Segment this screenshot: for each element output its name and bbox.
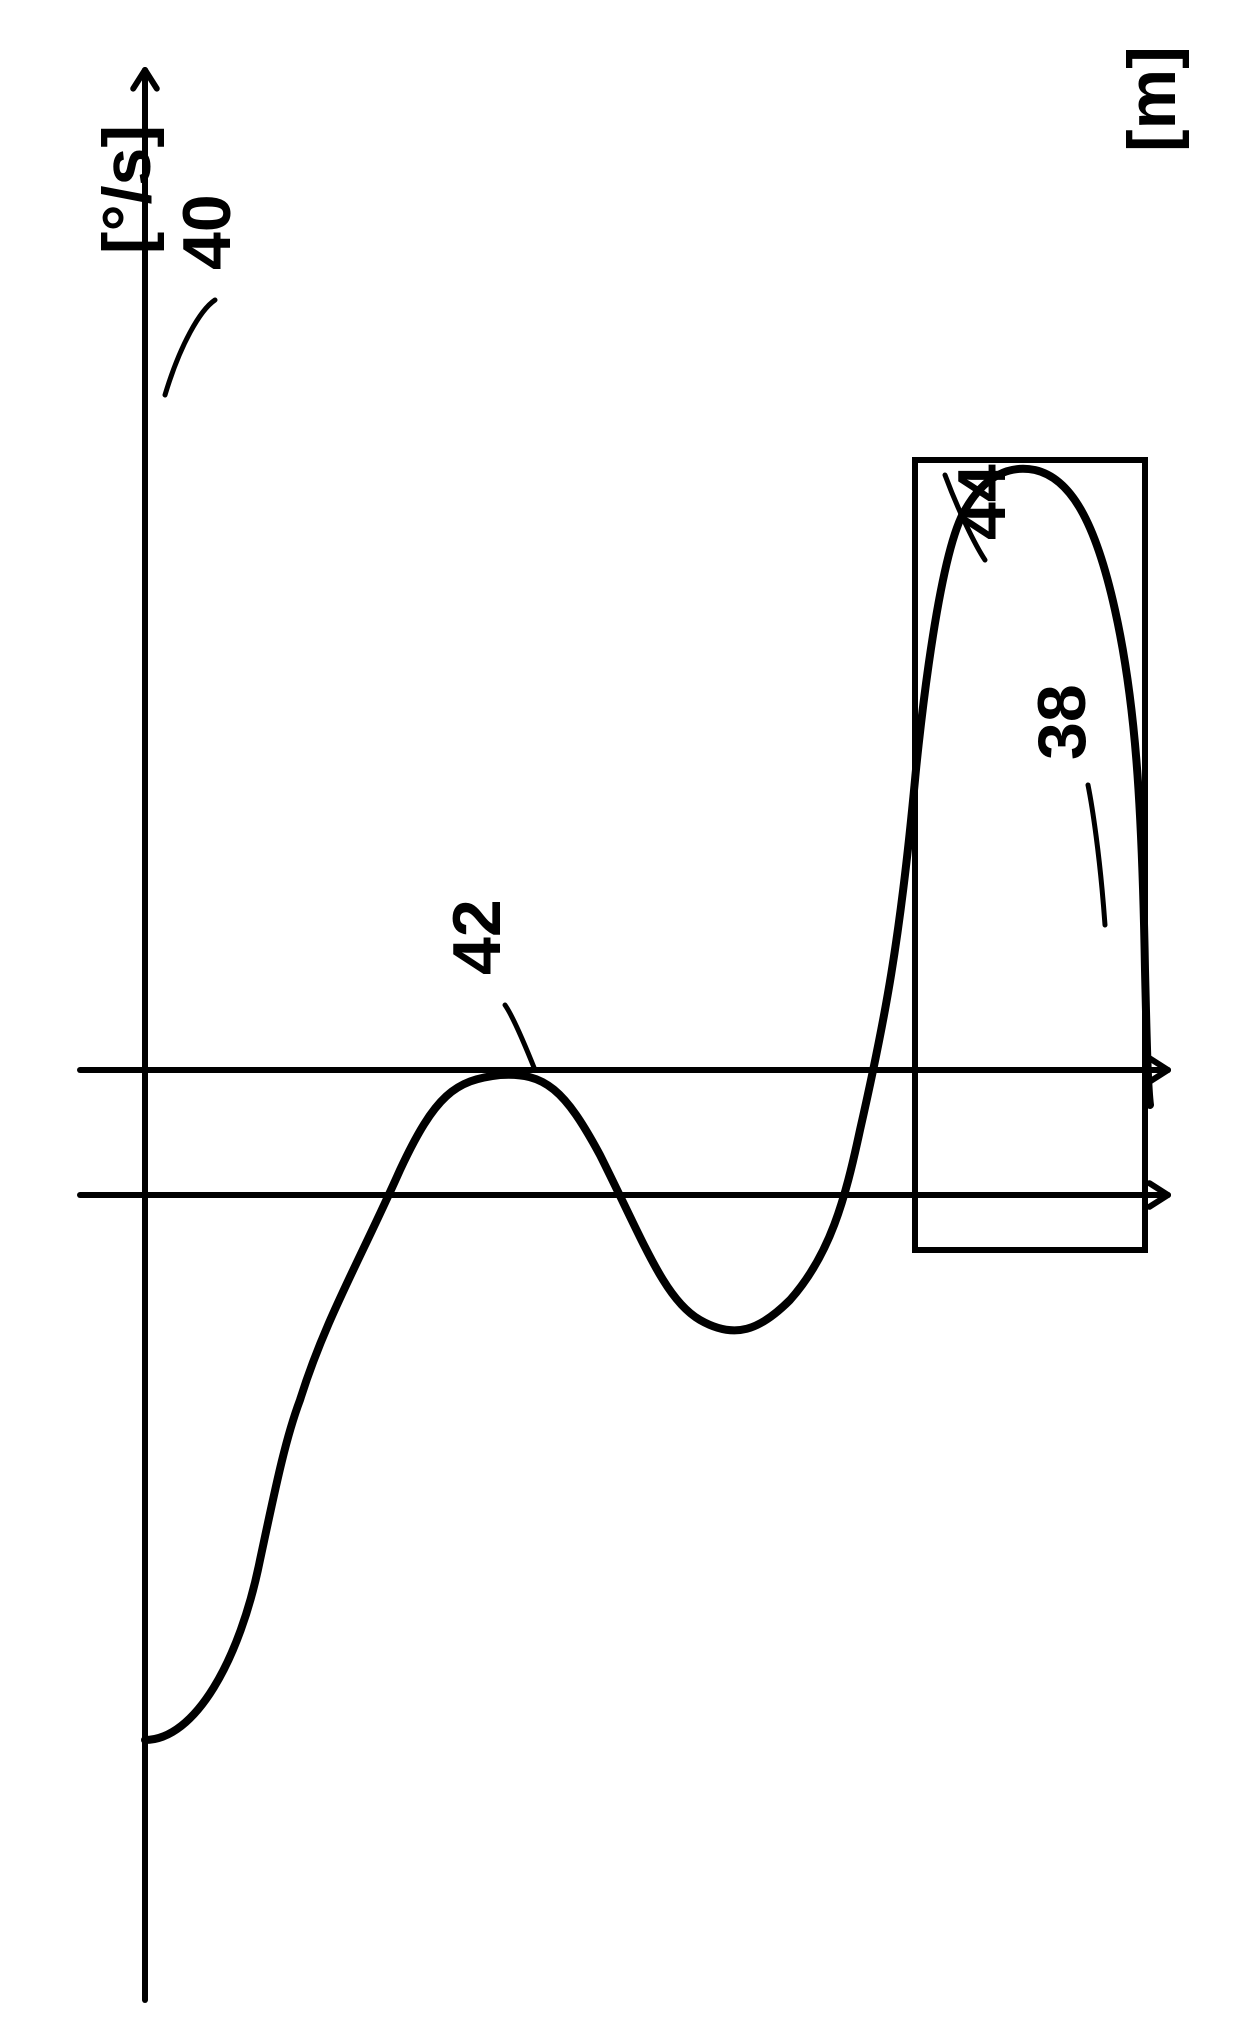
x-axis-unit: [m] xyxy=(1114,46,1190,152)
ref-38: 38 xyxy=(1024,684,1100,760)
ref-42: 42 xyxy=(439,899,515,975)
ref-40: 40 xyxy=(169,194,245,270)
ref-44: 44 xyxy=(944,464,1020,540)
technical-diagram: [°/s] [m] 40 38 42 44 xyxy=(0,0,1240,2041)
y-axis-unit: [°/s] xyxy=(89,125,165,254)
